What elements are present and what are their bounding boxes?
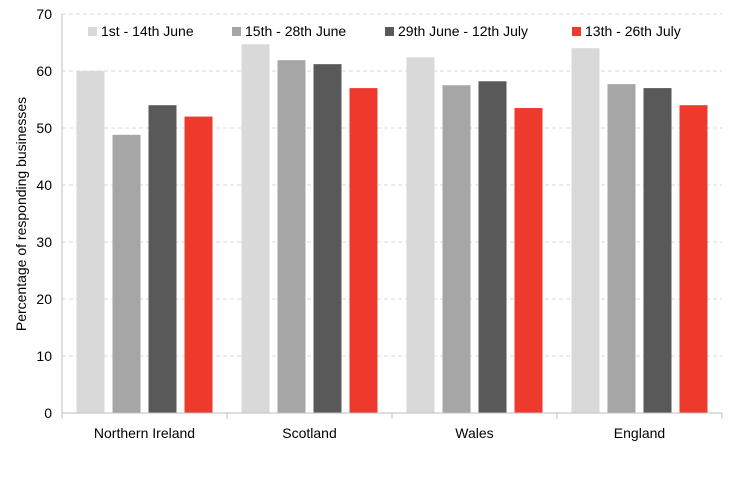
y-tick-label: 0 (44, 405, 52, 421)
bar (406, 57, 435, 413)
y-tick-label: 70 (36, 6, 52, 22)
y-axis: 0 10 20 30 40 50 60 70 (36, 6, 63, 421)
legend: 1st - 14th June 15th - 28th June 29th June… (88, 23, 681, 39)
y-axis-title: Percentage of responding businesses (13, 97, 29, 331)
bar (643, 88, 672, 413)
bar (148, 105, 177, 413)
bar (277, 60, 306, 414)
x-tick-label: Wales (455, 425, 493, 441)
bar (607, 84, 636, 414)
bar (241, 44, 270, 414)
bar (184, 116, 213, 413)
bar (442, 85, 471, 413)
y-tick-label: 40 (36, 177, 52, 193)
bar (679, 105, 708, 413)
x-tick-label: Northern Ireland (94, 425, 195, 441)
bar (514, 108, 543, 414)
bar (313, 64, 342, 413)
y-tick-label: 20 (36, 291, 52, 307)
x-axis: Northern Ireland Scotland Wales England (61, 412, 723, 441)
y-tick-label: 30 (36, 234, 52, 250)
y-tick-label: 60 (36, 63, 52, 79)
legend-swatch (232, 27, 241, 36)
y-tick-label: 50 (36, 120, 52, 136)
bars (76, 44, 708, 414)
legend-swatch (572, 27, 581, 36)
bar (478, 81, 507, 413)
bar (571, 48, 600, 413)
legend-label: 29th June - 12th July (398, 23, 528, 39)
y-tick-label: 10 (36, 348, 52, 364)
bar (76, 71, 105, 413)
legend-label: 1st - 14th June (101, 23, 194, 39)
legend-swatch (385, 27, 394, 36)
x-tick-label: Scotland (282, 425, 336, 441)
legend-label: 15th - 28th June (245, 23, 346, 39)
legend-swatch (88, 27, 97, 36)
x-tick-label: England (614, 425, 665, 441)
bar (112, 134, 141, 413)
gridlines (62, 13, 722, 357)
legend-label: 13th - 26th July (585, 23, 681, 39)
bar (349, 88, 378, 413)
